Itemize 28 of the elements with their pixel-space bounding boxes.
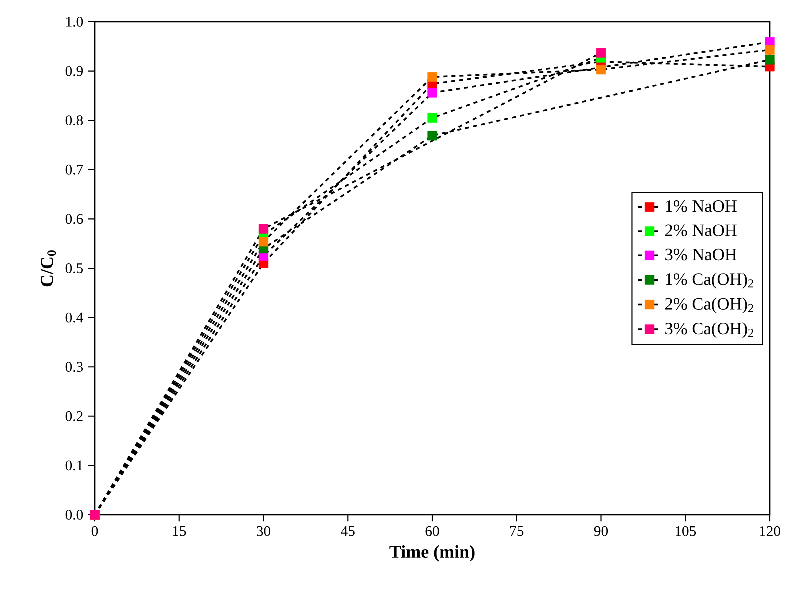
y-tick-label: 0.4	[66, 312, 84, 323]
legend-label: 1% Ca(OH)$_{2}$	[666, 273, 754, 289]
y-tick-label: 0.9	[66, 66, 84, 76]
y-tick-label: 0.3	[66, 362, 84, 372]
x-tick-label: 15	[173, 526, 186, 536]
legend-label: 2% Ca(OH)$_{2}$	[665, 298, 754, 314]
legend-label: 3% Ca(OH)$_{2}$	[666, 322, 754, 338]
y-tick-label: 0.8	[66, 116, 84, 126]
x-tick-label: 45	[341, 526, 355, 536]
x-tick-label: 60	[426, 526, 440, 536]
x-tick-label: 105	[676, 526, 696, 536]
legend-label: 3% NaOH	[666, 248, 737, 261]
x-axis-title: Time (min)	[390, 545, 475, 562]
y-tick-label: 1.0	[66, 17, 84, 27]
y-tick-label: 0.7	[66, 164, 84, 175]
x-tick-label: 75	[510, 526, 524, 536]
y-tick-label: 0.1	[66, 460, 83, 471]
x-tick-label: 30	[257, 526, 271, 536]
y-tick-label: 0.2	[66, 411, 83, 422]
y-tick-label: 0.6	[66, 214, 84, 224]
y-tick-label: 0.5	[66, 264, 84, 274]
y-tick-label: 0.0	[66, 510, 84, 520]
x-tick-label: 120	[760, 526, 780, 536]
x-tick-label: 0	[92, 526, 98, 536]
legend-label: 2% NaOH	[665, 224, 737, 236]
legend-label: 1% NaOH	[666, 200, 737, 212]
y-axis-title: C/C$_{0}$	[41, 250, 56, 287]
x-tick-label: 90	[594, 526, 608, 536]
